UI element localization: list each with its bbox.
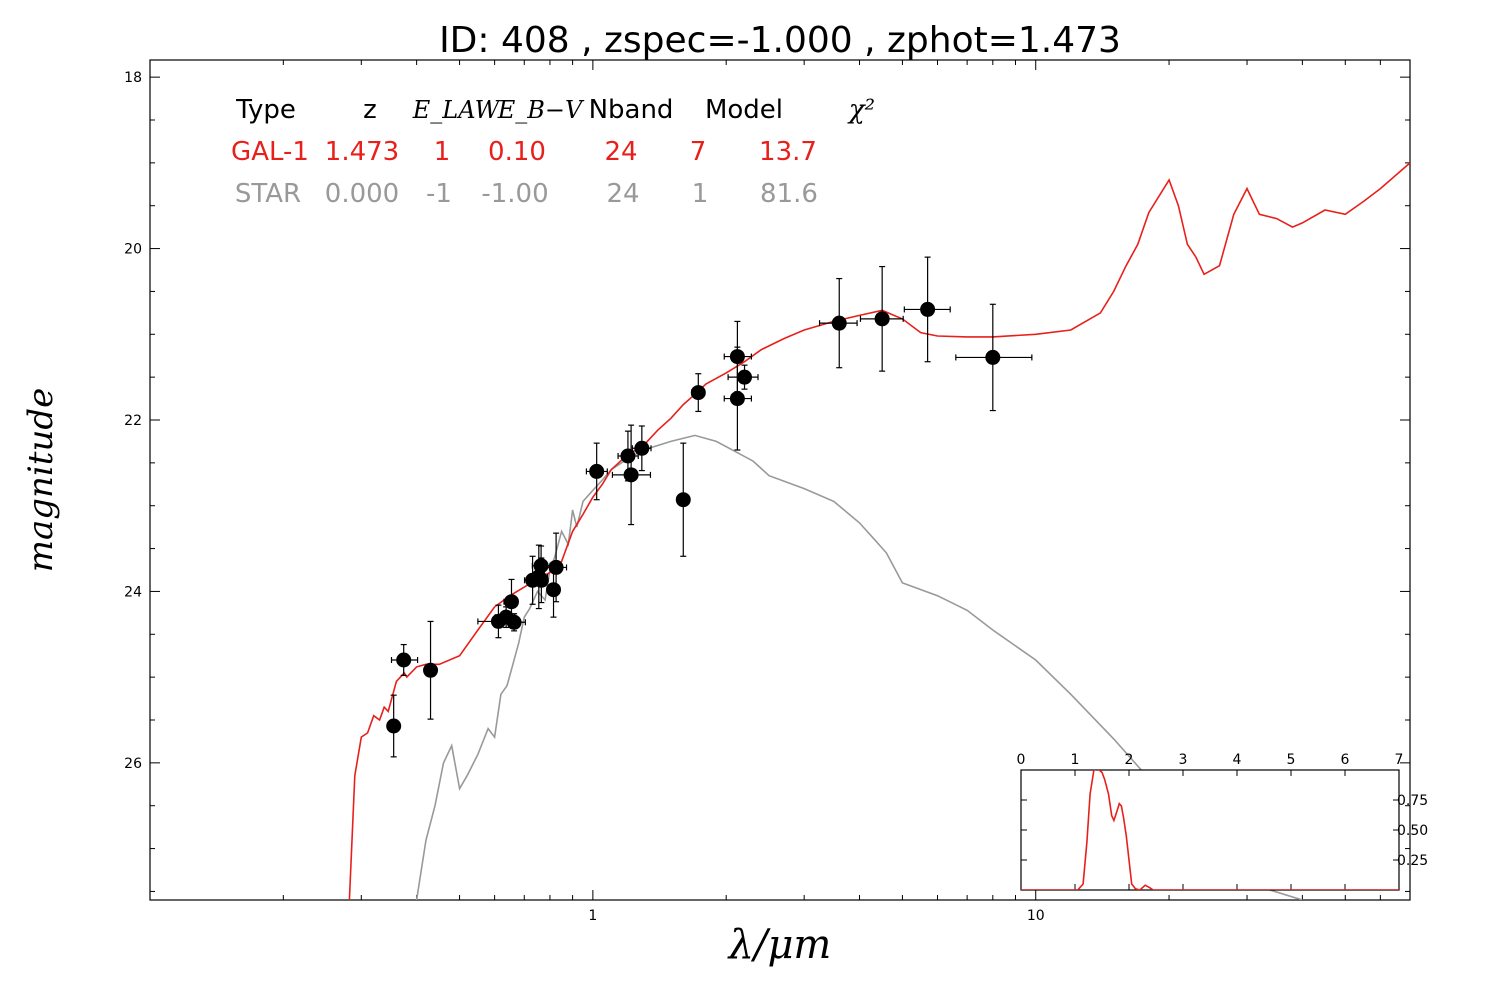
data-points-layer: [386, 256, 1033, 758]
data-point: [585, 442, 608, 501]
legend-header-elaw: E_LAW: [412, 96, 502, 124]
inset-frame: [1020, 769, 1400, 891]
inset-x-tick-label: 0: [1017, 752, 1026, 768]
data-point-marker: [506, 614, 522, 630]
data-point: [955, 303, 1033, 412]
y-tick-label: 20: [124, 242, 142, 258]
legend-row-gal-nband: 24: [604, 137, 637, 167]
data-point-marker: [589, 463, 605, 479]
data-point-marker: [620, 448, 636, 464]
data-point-marker: [386, 718, 402, 734]
legend-row-star-z: 0.000: [325, 179, 399, 209]
data-point-marker: [729, 391, 745, 407]
y-tick-label: 22: [124, 413, 142, 429]
series-line-star: [415, 434, 1303, 900]
inset-y-tick-label: 0.50: [1397, 823, 1428, 839]
legend-table: Type z E_LAW E_B−V Nband Model χ² GAL-1 …: [231, 95, 875, 209]
data-point-marker: [423, 662, 439, 678]
legend-row-star-elaw: -1: [426, 179, 452, 209]
inset-x-tick-label: 3: [1179, 752, 1188, 768]
data-point: [501, 613, 526, 632]
data-point-marker: [503, 594, 519, 610]
data-point: [533, 557, 549, 604]
legend-row-gal-elaw: 1: [434, 137, 451, 167]
legend-row-gal-z: 1.473: [325, 137, 399, 167]
data-point-marker: [533, 572, 549, 588]
series-layer: [348, 162, 1410, 900]
redshift-pdf-inset: 0 1 2 3 4 5 6 7 0.25 0.50 0.75: [1017, 752, 1428, 891]
y-tick-label: 26: [124, 756, 142, 772]
data-point-marker: [623, 467, 639, 483]
inset-x-tick-label: 4: [1233, 752, 1242, 768]
data-point: [423, 620, 439, 720]
plot-frame: [149, 59, 1411, 901]
inset-x-tick-label: 5: [1287, 752, 1296, 768]
data-point: [859, 265, 904, 372]
inset-x-tick-label: 7: [1395, 752, 1404, 768]
inset-x-tick-label: 2: [1125, 752, 1134, 768]
data-point-marker: [737, 369, 753, 385]
data-point: [690, 373, 706, 413]
data-point: [903, 256, 951, 363]
x-tick-label: 1: [588, 908, 597, 924]
legend-row-star-type: STAR: [235, 179, 301, 209]
inset-y-tick-label: 0.25: [1397, 853, 1428, 869]
data-point-marker: [985, 349, 1001, 365]
data-point: [611, 424, 652, 526]
inset-ticks: 0 1 2 3 4 5 6 7 0.25 0.50 0.75: [1017, 752, 1428, 890]
data-point-marker: [874, 311, 890, 327]
data-point: [818, 277, 858, 369]
data-point: [675, 442, 691, 557]
legend-header-z: z: [363, 95, 377, 125]
chart-title: ID: 408 , zspec=-1.000 , zphot=1.473: [439, 20, 1121, 61]
legend-header-nband: Nband: [589, 95, 674, 125]
data-point: [390, 643, 419, 677]
legend-row-star-model: 1: [692, 179, 709, 209]
data-point: [386, 694, 402, 758]
legend-row-star-ebv: -1.00: [481, 179, 548, 209]
legend-row-gal-chi2: 13.7: [759, 137, 817, 167]
inset-x-tick-label: 6: [1341, 752, 1350, 768]
data-point-marker: [548, 559, 564, 575]
legend-header-ebv: E_B−V: [497, 96, 585, 124]
data-point-marker: [546, 582, 562, 598]
series-line-gal-1: [348, 162, 1410, 900]
data-point: [723, 346, 752, 451]
y-tick-label: 18: [124, 70, 142, 86]
inset-pdf-curve: [1021, 770, 1399, 890]
legend-row-gal-ebv: 0.10: [488, 137, 546, 167]
legend-header-type: Type: [235, 95, 296, 125]
data-point-marker: [920, 301, 936, 317]
x-tick-label: 10: [1027, 908, 1045, 924]
legend-header-model: Model: [705, 95, 783, 125]
y-axis-label: magnitude: [21, 388, 61, 573]
data-point: [543, 532, 568, 603]
inset-x-tick-label: 1: [1071, 752, 1080, 768]
y-tick-label: 24: [124, 584, 142, 600]
data-point: [727, 364, 759, 390]
legend-row-star-chi2: 81.6: [760, 179, 818, 209]
data-point-marker: [634, 440, 650, 456]
x-axis-label: λ/μm: [727, 922, 832, 968]
legend-row-gal-type: GAL-1: [231, 137, 309, 167]
data-point-marker: [831, 315, 847, 331]
inset-curve-layer: [1021, 770, 1399, 890]
data-point-marker: [675, 492, 691, 508]
data-point-marker: [690, 385, 706, 401]
data-point: [631, 425, 652, 472]
legend-row-gal-model: 7: [690, 137, 707, 167]
legend-header-chi2: χ²: [847, 95, 875, 125]
inset-y-tick-label: 0.75: [1397, 793, 1428, 809]
data-point-marker: [396, 652, 412, 668]
legend-row-star-nband: 24: [606, 179, 639, 209]
